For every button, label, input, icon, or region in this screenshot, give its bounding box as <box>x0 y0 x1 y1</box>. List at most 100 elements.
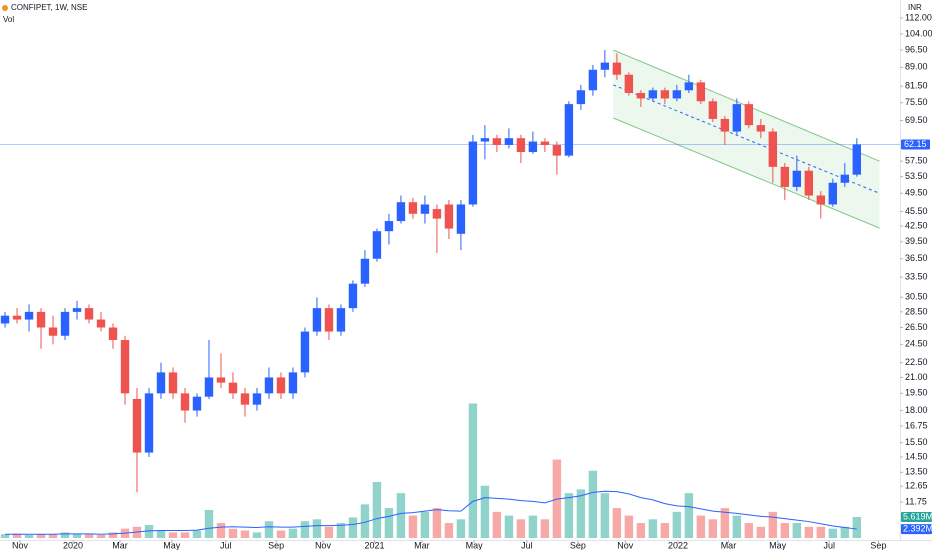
y-tick-label: 75.50 <box>905 97 928 107</box>
volume-ma-label-box <box>901 524 932 535</box>
volume-bar <box>180 532 190 538</box>
volume-bar <box>444 523 454 538</box>
candle-body <box>144 393 154 453</box>
volume-bar <box>288 528 298 538</box>
x-tick-label: May <box>466 540 484 550</box>
candle-body <box>84 308 94 320</box>
candle-body <box>804 170 814 196</box>
candle-body <box>708 101 718 119</box>
x-tick-label: Mar <box>112 540 128 550</box>
volume-ma-line <box>5 490 857 535</box>
volume-bar <box>228 528 238 538</box>
volume-bar <box>24 535 34 538</box>
candle-body <box>24 311 34 320</box>
x-tick-label: Sep <box>870 540 886 550</box>
volume-bar <box>768 511 778 538</box>
y-tick-label: 49.50 <box>905 188 928 198</box>
candle-body <box>816 195 826 205</box>
volume-bar <box>276 530 286 538</box>
candle-body <box>624 74 634 93</box>
volume-bar <box>576 489 586 538</box>
volume-bar <box>780 523 790 538</box>
y-tick-label: 69.50 <box>905 115 928 125</box>
x-tick-label: Jul <box>220 540 232 550</box>
candle-body <box>468 141 478 205</box>
candle-body <box>108 327 118 341</box>
candle-body <box>372 231 382 259</box>
y-tick-label: 21.00 <box>905 372 928 382</box>
candle-body <box>828 182 838 205</box>
candle-body <box>588 69 598 91</box>
candle-body <box>564 104 574 156</box>
candle-body <box>48 327 58 336</box>
candle-body <box>744 104 754 126</box>
volume-bar <box>852 517 862 538</box>
volume-bar <box>588 470 598 538</box>
volume-bar <box>252 532 262 538</box>
volume-bar <box>372 481 382 538</box>
volume-bar <box>840 526 850 538</box>
x-tick-label: Nov <box>617 540 634 550</box>
candle-body <box>216 377 226 383</box>
candle-body <box>264 377 274 394</box>
candle-body <box>756 125 766 132</box>
volume-bar <box>732 515 742 538</box>
x-tick-label: 2021 <box>365 540 385 550</box>
volume-bar <box>672 511 682 538</box>
volume-bar <box>72 533 82 538</box>
volume-bar <box>360 504 370 538</box>
candle-body <box>120 340 130 394</box>
y-tick-label: 104.00 <box>905 28 932 38</box>
volume-bar <box>408 515 418 538</box>
volume-bar <box>804 526 814 538</box>
candle-body <box>540 141 550 145</box>
y-tick-label: 11.75 <box>905 497 927 507</box>
volume-bar <box>504 515 514 538</box>
candle-body <box>852 144 862 175</box>
candle-body <box>504 138 514 145</box>
x-tick-label: May <box>769 540 787 550</box>
candle-body <box>168 372 178 394</box>
volume-bar <box>660 523 670 538</box>
volume-bar <box>324 526 334 538</box>
volume-bar <box>564 493 574 538</box>
volume-bar <box>492 511 502 538</box>
candle-body <box>732 104 742 132</box>
y-tick-label: 33.50 <box>905 272 928 282</box>
y-tick-label: 53.50 <box>905 171 928 181</box>
candle-body <box>612 62 622 75</box>
y-tick-label: 39.50 <box>905 236 928 246</box>
y-tick-label: 112.00 <box>905 12 932 22</box>
volume-bar <box>720 508 730 538</box>
volume-bar <box>168 532 178 538</box>
y-tick-label: 19.50 <box>905 388 928 398</box>
candle-body <box>768 131 778 167</box>
volume-bar <box>756 526 766 538</box>
volume-bar <box>144 524 154 538</box>
candle-body <box>528 141 538 153</box>
volume-bar <box>684 493 694 538</box>
volume-bar <box>108 532 118 538</box>
volume-bar <box>792 523 802 538</box>
candle-body <box>288 372 298 394</box>
candle-body <box>204 377 214 397</box>
volume-bar <box>396 493 406 538</box>
y-tick-label: 24.50 <box>905 339 928 349</box>
candle-body <box>192 396 202 411</box>
volume-bar <box>336 523 346 538</box>
candle-body <box>156 372 166 394</box>
x-tick-label: Nov <box>12 540 29 550</box>
volume-bar <box>480 485 490 538</box>
x-tick-label: 2020 <box>63 540 83 550</box>
candle-body <box>0 315 10 324</box>
volume-bar <box>708 519 718 538</box>
candle-body <box>420 204 430 214</box>
volume-bar <box>540 519 550 538</box>
axis-unit: INR <box>908 3 922 12</box>
symbol-icon <box>2 5 8 11</box>
x-tick-label: Sep <box>570 540 586 550</box>
y-tick-label: 30.50 <box>905 292 928 302</box>
volume-bar <box>420 511 430 538</box>
